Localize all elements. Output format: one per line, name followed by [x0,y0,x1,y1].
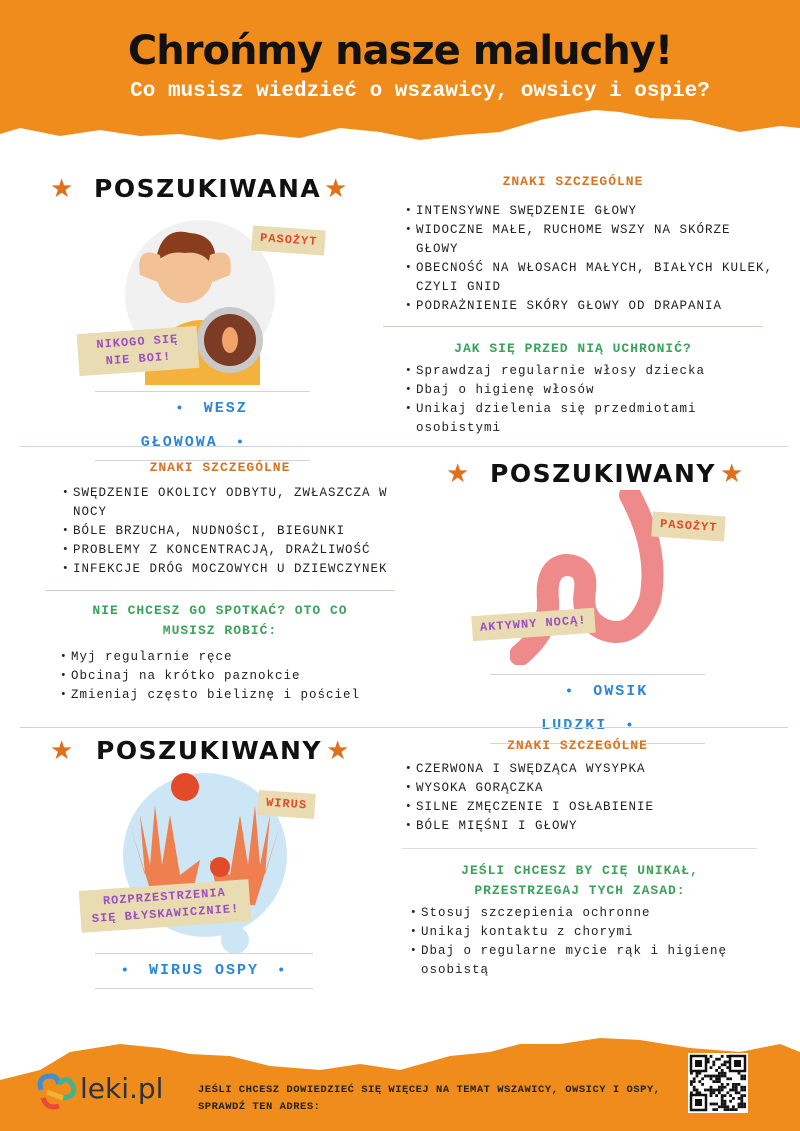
divider [402,848,757,849]
list-item: BÓLE BRZUCHA, NUDNOŚCI, BIEGUNKI [62,522,402,541]
star-icon: ★ [326,737,350,767]
prevention-list: Sprawdzaj regularnie włosy dziecka Dbaj … [405,362,745,438]
star-icon: ★ [50,737,74,767]
list-item: Sprawdzaj regularnie włosy dziecka [405,362,745,381]
header-background [0,0,800,140]
footer-background [0,1038,800,1131]
star-icon: ★ [720,460,744,490]
wanted-title: POSZUKIWANY [490,459,717,488]
list-item: WYSOKA GORĄCZKA [405,779,775,798]
divider [383,326,763,327]
divider [45,590,395,591]
tag-virus: WIRUS [257,790,316,819]
signs-heading: ZNAKI SZCZEGÓLNE [502,174,644,189]
list-item: INFEKCJE DRÓG MOCZOWYCH U DZIEWCZYNEK [62,560,402,579]
star-icon: ★ [50,175,74,205]
list-item: Dbaj o higienę włosów [405,381,745,400]
tag-parasite: PASOŻYT [651,511,727,542]
list-item: Obcinaj na krótko paznokcie [60,667,400,686]
species-name-text: WIRUS OSPY [148,962,259,979]
qr-code[interactable] [688,1053,748,1113]
species-name: • OWSIK LUDZKI • [490,674,705,744]
leki-logo-icon [37,1073,77,1110]
pinworm-illustration [510,490,664,665]
species-name: • WIRUS OSPY • [95,953,313,989]
list-item: Unikaj kontaktu z chorymi [410,923,760,942]
list-item: INTENSYWNE SWĘDZENIE GŁOWY [405,202,775,221]
list-item: Zmieniaj często bieliznę i pościel [60,686,400,705]
wanted-title: POSZUKIWANA [94,174,322,203]
signs-list: INTENSYWNE SWĘDZENIE GŁOWY WIDOCZNE MAŁE… [405,202,775,316]
list-item: BÓLE MIĘŚNI I GŁOWY [405,817,775,836]
list-item: OBECNOŚĆ NA WŁOSACH MAŁYCH, BIAŁYCH KULE… [405,259,775,297]
page-title: Chrońmy nasze maluchy! [127,28,673,74]
signs-heading: ZNAKI SZCZEGÓLNE [149,460,291,475]
page-subtitle: Co musisz wiedzieć o wszawicy, owsicy i … [130,80,710,103]
list-item: SILNE ZMĘCZENIE I OSŁABIENIE [405,798,775,817]
list-item: Unikaj dzielenia się przedmiotami osobis… [405,400,745,438]
prevention-heading: JAK SIĘ PRZED NIĄ UCHRONIĆ? [454,341,692,356]
prevention-list: Myj regularnie ręce Obcinaj na krótko pa… [60,648,400,705]
list-item: CZERWONA I SWĘDZĄCA WYSYPKA [405,760,775,779]
tag-fearless: NIKOGO SIĘ NIE BOI! [76,325,200,377]
list-item: SWĘDZENIE OKOLICY ODBYTU, ZWŁASZCZA W NO… [62,484,402,522]
section-separator [20,446,788,447]
signs-list: SWĘDZENIE OKOLICY ODBYTU, ZWŁASZCZA W NO… [62,484,402,579]
list-item: Stosuj szczepienia ochronne [410,904,760,923]
leki-logo: leki.pl [80,1072,164,1105]
prevention-heading: JEŚLI CHCESZ BY CIĘ UNIKAŁ, PRZESTRZEGAJ… [461,863,699,898]
list-item: Myj regularnie ręce [60,648,400,667]
species-name-text: OWSIK LUDZKI [541,683,649,734]
tag-parasite: PASOŻYT [251,225,327,256]
species-name-text: WESZ GŁOWOWA [140,400,248,451]
section-separator [20,727,788,728]
star-icon: ★ [446,460,470,490]
signs-list: CZERWONA I SWĘDZĄCA WYSYPKA WYSOKA GORĄC… [405,760,775,836]
list-item: WIDOCZNE MAŁE, RUCHOME WSZY NA SKÓRZE GŁ… [405,221,775,259]
list-item: Dbaj o regularne mycie rąk i higienę oso… [410,942,760,980]
footer-text: JEŚLI CHCESZ DOWIEDZIEĆ SIĘ WIĘCEJ NA TE… [198,1084,661,1113]
prevention-heading: NIE CHCESZ GO SPOTKAĆ? OTO CO MUSISZ ROB… [92,603,348,638]
signs-heading: ZNAKI SZCZEGÓLNE [507,738,648,753]
list-item: PROBLEMY Z KONCENTRACJĄ, DRAŻLIWOŚĆ [62,541,402,560]
star-icon: ★ [324,175,348,205]
species-name: • WESZ GŁOWOWA • [95,391,310,461]
prevention-list: Stosuj szczepienia ochronne Unikaj konta… [410,904,760,980]
wanted-title: POSZUKIWANY [96,736,323,765]
list-item: PODRAŻNIENIE SKÓRY GŁOWY OD DRAPANIA [405,297,775,316]
